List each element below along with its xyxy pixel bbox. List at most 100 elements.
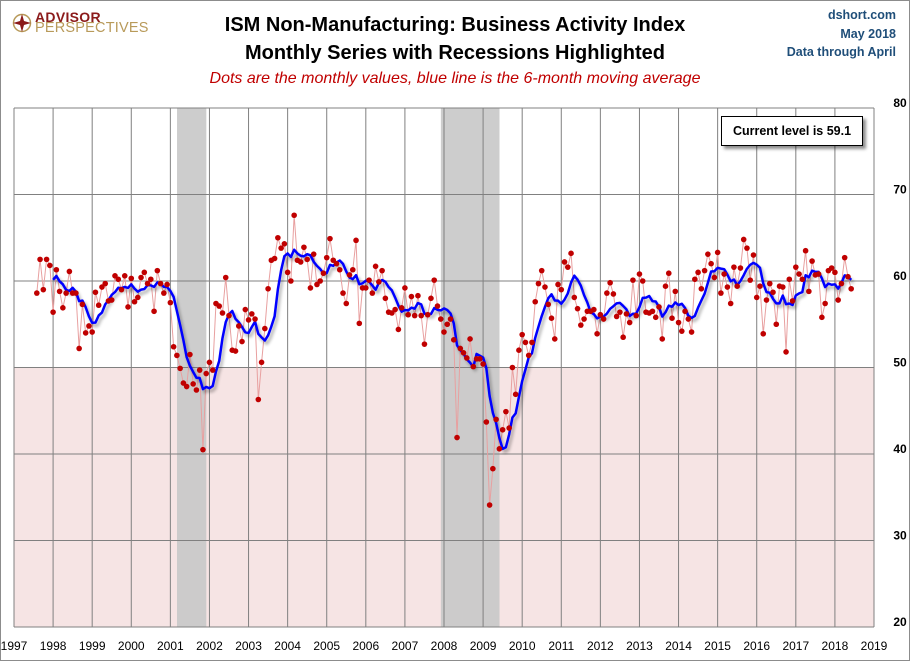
monthly-value-dot <box>623 311 630 317</box>
x-tick-label: 2008 <box>431 639 458 653</box>
monthly-value-dot <box>770 289 776 296</box>
monthly-value-dot <box>538 267 545 274</box>
monthly-value-dot <box>421 341 428 347</box>
source-label: dshort.com <box>827 8 896 22</box>
monthly-value-dot <box>167 299 174 306</box>
monthly-value-dot <box>464 355 470 361</box>
monthly-value-dot <box>431 277 438 283</box>
monthly-value-dot <box>564 264 571 270</box>
y-tick-label: 50 <box>893 356 907 370</box>
monthly-value-dot <box>148 276 154 283</box>
monthly-value-dot <box>141 269 148 276</box>
monthly-value-dot <box>506 425 512 431</box>
monthly-value-dot <box>763 297 770 303</box>
monthly-value-dot <box>317 278 324 284</box>
monthly-value-dot <box>750 252 757 258</box>
monthly-value-dot <box>529 339 535 346</box>
y-tick-label: 40 <box>893 442 907 456</box>
monthly-value-dot <box>402 285 408 291</box>
monthly-value-dot <box>766 280 773 287</box>
monthly-value-dot <box>578 322 584 328</box>
monthly-value-dot <box>483 419 490 425</box>
monthly-value-dot <box>522 339 529 346</box>
monthly-value-dot <box>779 284 786 290</box>
monthly-value-dot <box>43 256 50 263</box>
monthly-value-dot <box>200 446 206 453</box>
publish-date: May 2018 <box>840 27 896 41</box>
monthly-value-dot <box>594 330 600 337</box>
monthly-value-dot <box>734 283 740 289</box>
monthly-value-dot <box>369 290 376 296</box>
x-tick-label: 2004 <box>274 639 301 653</box>
monthly-value-dot <box>574 305 581 312</box>
monthly-value-dot <box>284 269 291 276</box>
monthly-value-dot <box>636 271 643 277</box>
monthly-value-dot <box>548 315 555 321</box>
monthly-value-dot <box>265 285 271 292</box>
monthly-value-dot <box>551 336 558 342</box>
monthly-value-dot <box>828 265 835 271</box>
monthly-value-dot <box>219 310 226 316</box>
monthly-value-dot <box>737 265 744 271</box>
monthly-value-dot <box>310 251 317 257</box>
y-tick-label: 60 <box>893 269 907 283</box>
monthly-value-dot <box>490 465 496 472</box>
monthly-value-dot <box>79 301 86 308</box>
x-tick-label: 2016 <box>743 639 770 653</box>
monthly-value-dot <box>252 316 258 322</box>
monthly-value-dot <box>304 256 310 263</box>
monthly-value-dot <box>711 274 718 281</box>
monthly-value-dot <box>37 256 43 263</box>
x-tick-label: 2005 <box>313 639 340 653</box>
x-tick-label: 1999 <box>79 639 106 653</box>
x-tick-label: 2001 <box>157 639 184 653</box>
logo-text-top: ADVISOR <box>35 9 101 25</box>
monthly-value-dot <box>519 331 525 338</box>
monthly-value-dot <box>86 323 92 329</box>
x-tick-label: 2018 <box>822 639 849 653</box>
monthly-value-dot <box>134 294 141 301</box>
monthly-value-dot <box>398 305 405 311</box>
monthly-value-dot <box>47 262 53 269</box>
monthly-value-dot <box>239 338 245 345</box>
monthly-value-dot <box>561 259 568 265</box>
monthly-value-dot <box>532 298 539 305</box>
monthly-value-dot <box>692 276 698 283</box>
monthly-value-dot <box>669 315 675 321</box>
monthly-value-dot <box>301 244 307 251</box>
monthly-value-dot <box>708 260 714 267</box>
advisor-perspectives-logo: ADVISOR PERSPECTIVES <box>10 9 148 36</box>
monthly-value-dot <box>695 269 701 276</box>
monthly-value-dot <box>819 314 825 321</box>
x-tick-label: 2011 <box>548 639 574 653</box>
x-tick-label: 2015 <box>704 639 731 653</box>
monthly-value-dot <box>327 235 333 242</box>
monthly-value-dot <box>161 290 167 296</box>
monthly-value-dot <box>747 277 754 283</box>
monthly-value-dot <box>411 312 418 319</box>
monthly-value-dot <box>164 281 170 288</box>
x-tick-label: 1997 <box>1 639 28 653</box>
monthly-value-dot <box>278 245 284 251</box>
monthly-value-dot <box>639 278 646 284</box>
monthly-value-dot <box>291 212 297 219</box>
monthly-value-dot <box>698 285 705 292</box>
monthly-value-dot <box>53 266 60 273</box>
y-tick-label: 30 <box>893 529 907 543</box>
monthly-value-dot <box>822 300 828 307</box>
monthly-value-dot <box>121 273 128 279</box>
monthly-value-dot <box>196 367 203 373</box>
monthly-value-dot <box>656 304 662 310</box>
monthly-value-dot <box>467 336 473 342</box>
monthly-value-dot <box>685 316 692 322</box>
monthly-value-dot <box>249 311 255 317</box>
monthly-value-dot <box>652 314 659 321</box>
monthly-value-dot <box>525 352 532 359</box>
monthly-value-dot <box>757 283 763 289</box>
monthly-value-dot <box>535 280 542 287</box>
x-tick-label: 2007 <box>392 639 419 653</box>
monthly-value-dot <box>486 502 493 508</box>
monthly-value-dot <box>731 264 737 270</box>
logo-text-bottom: PERSPECTIVES <box>35 20 149 36</box>
